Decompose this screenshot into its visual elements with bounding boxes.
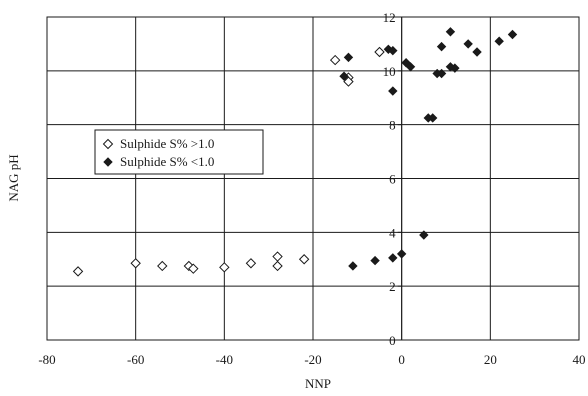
x-tick-label: -20 — [304, 352, 321, 367]
data-point-low-sulphide — [450, 63, 460, 73]
y-tick-label: 12 — [383, 10, 396, 25]
data-point-low-sulphide — [427, 113, 438, 123]
y-tick-label: 10 — [383, 64, 396, 79]
x-tick-label: -80 — [38, 352, 55, 367]
y-tick-label: 0 — [389, 333, 396, 348]
y-tick-label: 2 — [389, 279, 396, 294]
data-point-high-sulphide — [183, 260, 195, 272]
data-point-low-sulphide — [388, 45, 398, 56]
data-point-high-sulphide — [272, 251, 283, 262]
x-axis-label: NNP — [305, 376, 331, 391]
legend-open-diamond-icon — [102, 138, 114, 150]
y-tick-label: 6 — [389, 172, 396, 187]
legend-box — [94, 129, 264, 175]
x-tick-label: 20 — [484, 352, 497, 367]
data-point-high-sulphide — [157, 260, 168, 272]
data-point-low-sulphide — [405, 62, 416, 72]
y-tick-labels: 0 2 4 6 8 10 12 — [383, 10, 397, 348]
legend: Sulphide S% >1.0 Sulphide S% <1.0 — [94, 129, 264, 175]
data-point-low-sulphide — [463, 39, 473, 49]
y-tick-label: 4 — [389, 225, 396, 240]
data-points — [72, 27, 518, 277]
data-point-low-sulphide — [396, 249, 407, 259]
legend-filled-diamond-icon — [103, 157, 113, 167]
data-point-high-sulphide — [272, 260, 283, 272]
legend-label-low-sulphide: Sulphide S% <1.0 — [120, 154, 214, 169]
data-point-low-sulphide — [494, 36, 504, 46]
x-tick-label: 40 — [573, 352, 586, 367]
data-point-low-sulphide — [436, 41, 447, 52]
data-point-low-sulphide — [388, 86, 398, 96]
data-point-low-sulphide — [419, 230, 429, 240]
data-point-low-sulphide — [370, 255, 380, 266]
data-point-low-sulphide — [445, 27, 456, 37]
data-point-high-sulphide — [298, 254, 310, 265]
x-tick-labels: -80 -60 -40 -20 0 20 40 — [38, 352, 585, 367]
data-point-high-sulphide — [245, 258, 257, 269]
data-point-high-sulphide — [329, 54, 341, 66]
y-axis-label: NAG pH — [6, 154, 21, 201]
y-tick-label: 8 — [389, 118, 396, 133]
data-point-low-sulphide — [343, 52, 354, 63]
data-point-high-sulphide — [219, 262, 230, 273]
data-point-low-sulphide — [348, 261, 358, 271]
data-point-high-sulphide — [343, 76, 354, 87]
x-tick-label: 0 — [398, 352, 405, 367]
legend-label-high-sulphide: Sulphide S% >1.0 — [120, 136, 214, 151]
data-point-high-sulphide — [72, 266, 84, 277]
data-point-low-sulphide — [472, 47, 482, 57]
x-tick-label: -60 — [127, 352, 144, 367]
data-point-low-sulphide — [388, 253, 398, 263]
data-point-high-sulphide — [130, 258, 141, 269]
data-point-low-sulphide — [436, 68, 447, 79]
data-point-high-sulphide — [188, 263, 199, 274]
x-tick-label: -40 — [216, 352, 233, 367]
grid-lines — [46, 16, 580, 341]
data-point-high-sulphide — [374, 46, 385, 58]
plot-area-frame — [46, 16, 580, 341]
data-point-low-sulphide — [339, 71, 349, 81]
data-point-low-sulphide — [507, 29, 518, 40]
